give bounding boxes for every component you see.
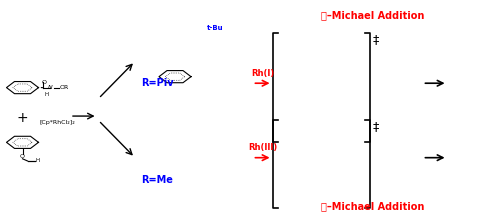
Text: ‡: ‡ [372,120,379,133]
Text: Rh(I): Rh(I) [251,69,274,78]
Text: ‡: ‡ [372,33,379,46]
Text: H: H [36,159,40,163]
Text: R=Piv: R=Piv [141,78,174,88]
Text: +: + [16,111,28,125]
Text: H: H [44,92,48,97]
Text: ⓢ–Michael Addition: ⓢ–Michael Addition [321,201,424,211]
Text: OR: OR [60,85,69,90]
Text: t-Bu: t-Bu [206,25,224,32]
Text: [Cp*RhCl₂]₂: [Cp*RhCl₂]₂ [39,120,75,125]
Text: N: N [48,85,52,90]
Text: O: O [42,80,46,85]
Text: Rh(III): Rh(III) [248,143,277,152]
Text: R=Me: R=Me [142,175,174,185]
Text: ⓝ–Michael Addition: ⓝ–Michael Addition [321,10,424,20]
Text: O: O [20,154,25,159]
